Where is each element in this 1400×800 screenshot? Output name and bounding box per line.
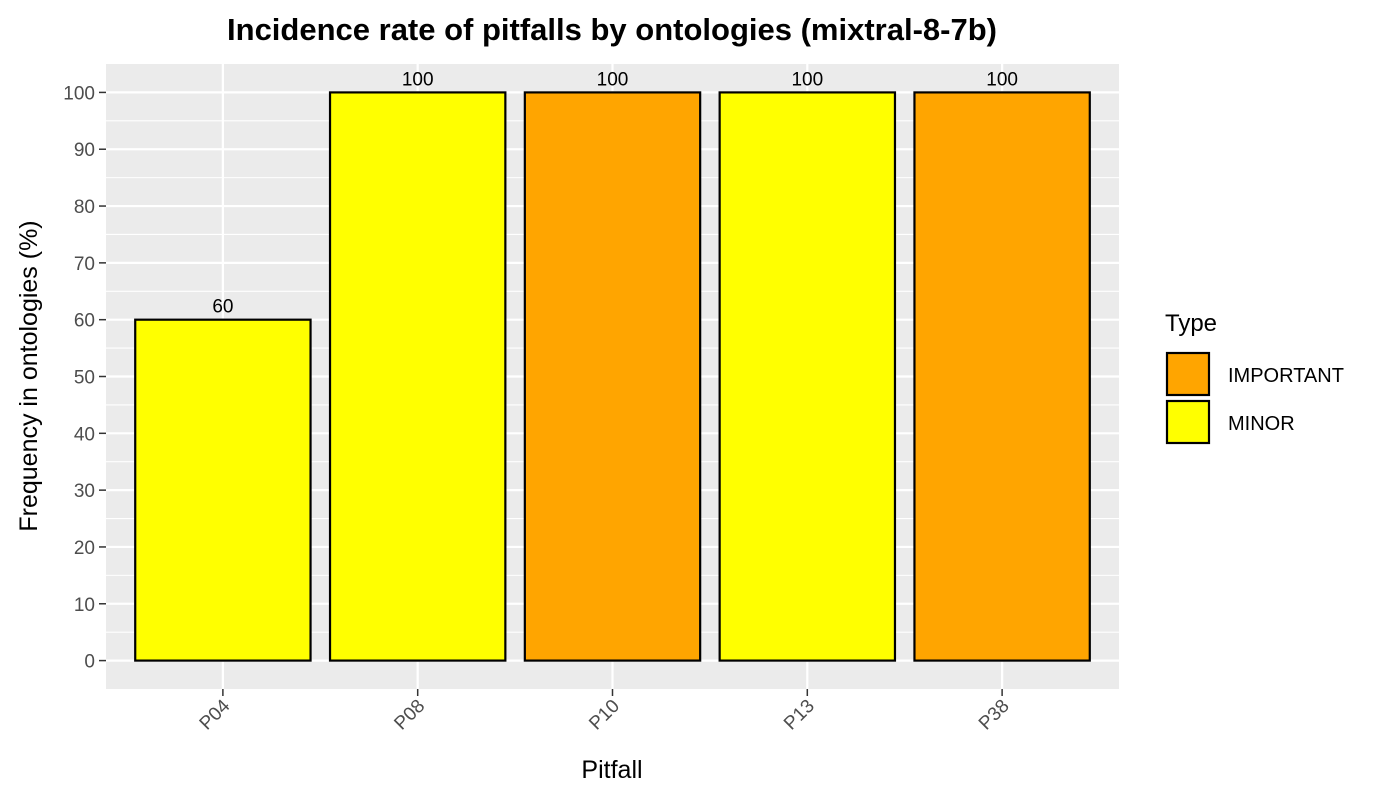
legend-swatch-minor [1165, 399, 1211, 445]
legend: Type IMPORTANT MINOR [1165, 310, 1344, 445]
y-axis: 0 10 20 30 40 50 60 70 80 90 100 [63, 83, 106, 673]
bar-p04 [134, 318, 312, 662]
y-tick-label: 70 [74, 254, 95, 275]
data-label-p38: 100 [986, 69, 1018, 90]
x-tick-label-p04: P04 [196, 695, 235, 734]
x-tick-label-p08: P08 [390, 696, 429, 735]
y-tick-label: 40 [74, 424, 95, 445]
bar-p10 [523, 91, 702, 662]
x-tick-label-p38: P38 [975, 696, 1014, 735]
y-tick-label: 10 [74, 595, 95, 616]
legend-label-minor: MINOR [1228, 413, 1295, 435]
chart-title: Incidence rate of pitfalls by ontologies… [227, 12, 997, 47]
legend-label-important: IMPORTANT [1228, 365, 1344, 387]
y-tick-label: 90 [74, 140, 95, 161]
data-label-p13: 100 [791, 69, 823, 90]
x-axis: P04 P08 P10 P13 P38 [196, 689, 1014, 734]
data-labels: 60 100 100 100 100 [212, 69, 1018, 317]
legend-swatch-important [1165, 351, 1211, 397]
bars [134, 91, 1091, 662]
y-tick-label: 80 [74, 197, 95, 218]
y-tick-label: 100 [63, 83, 95, 104]
data-label-p10: 100 [597, 69, 629, 90]
bar-p08 [328, 91, 507, 662]
y-tick-label: 0 [84, 652, 95, 673]
y-tick-label: 50 [74, 368, 95, 389]
data-label-p08: 100 [402, 69, 434, 90]
legend-title: Type [1165, 310, 1217, 337]
bar-p13 [718, 91, 897, 662]
x-axis-title: Pitfall [581, 756, 642, 784]
y-tick-label: 20 [74, 538, 95, 559]
y-axis-title: Frequency in ontologies (%) [15, 220, 43, 531]
x-tick-label-p10: P10 [585, 696, 624, 735]
bar-p38 [913, 91, 1091, 662]
y-tick-label: 60 [74, 311, 95, 332]
data-label-p04: 60 [212, 297, 233, 318]
y-tick-label: 30 [74, 481, 95, 502]
x-tick-label-p13: P13 [780, 696, 819, 735]
